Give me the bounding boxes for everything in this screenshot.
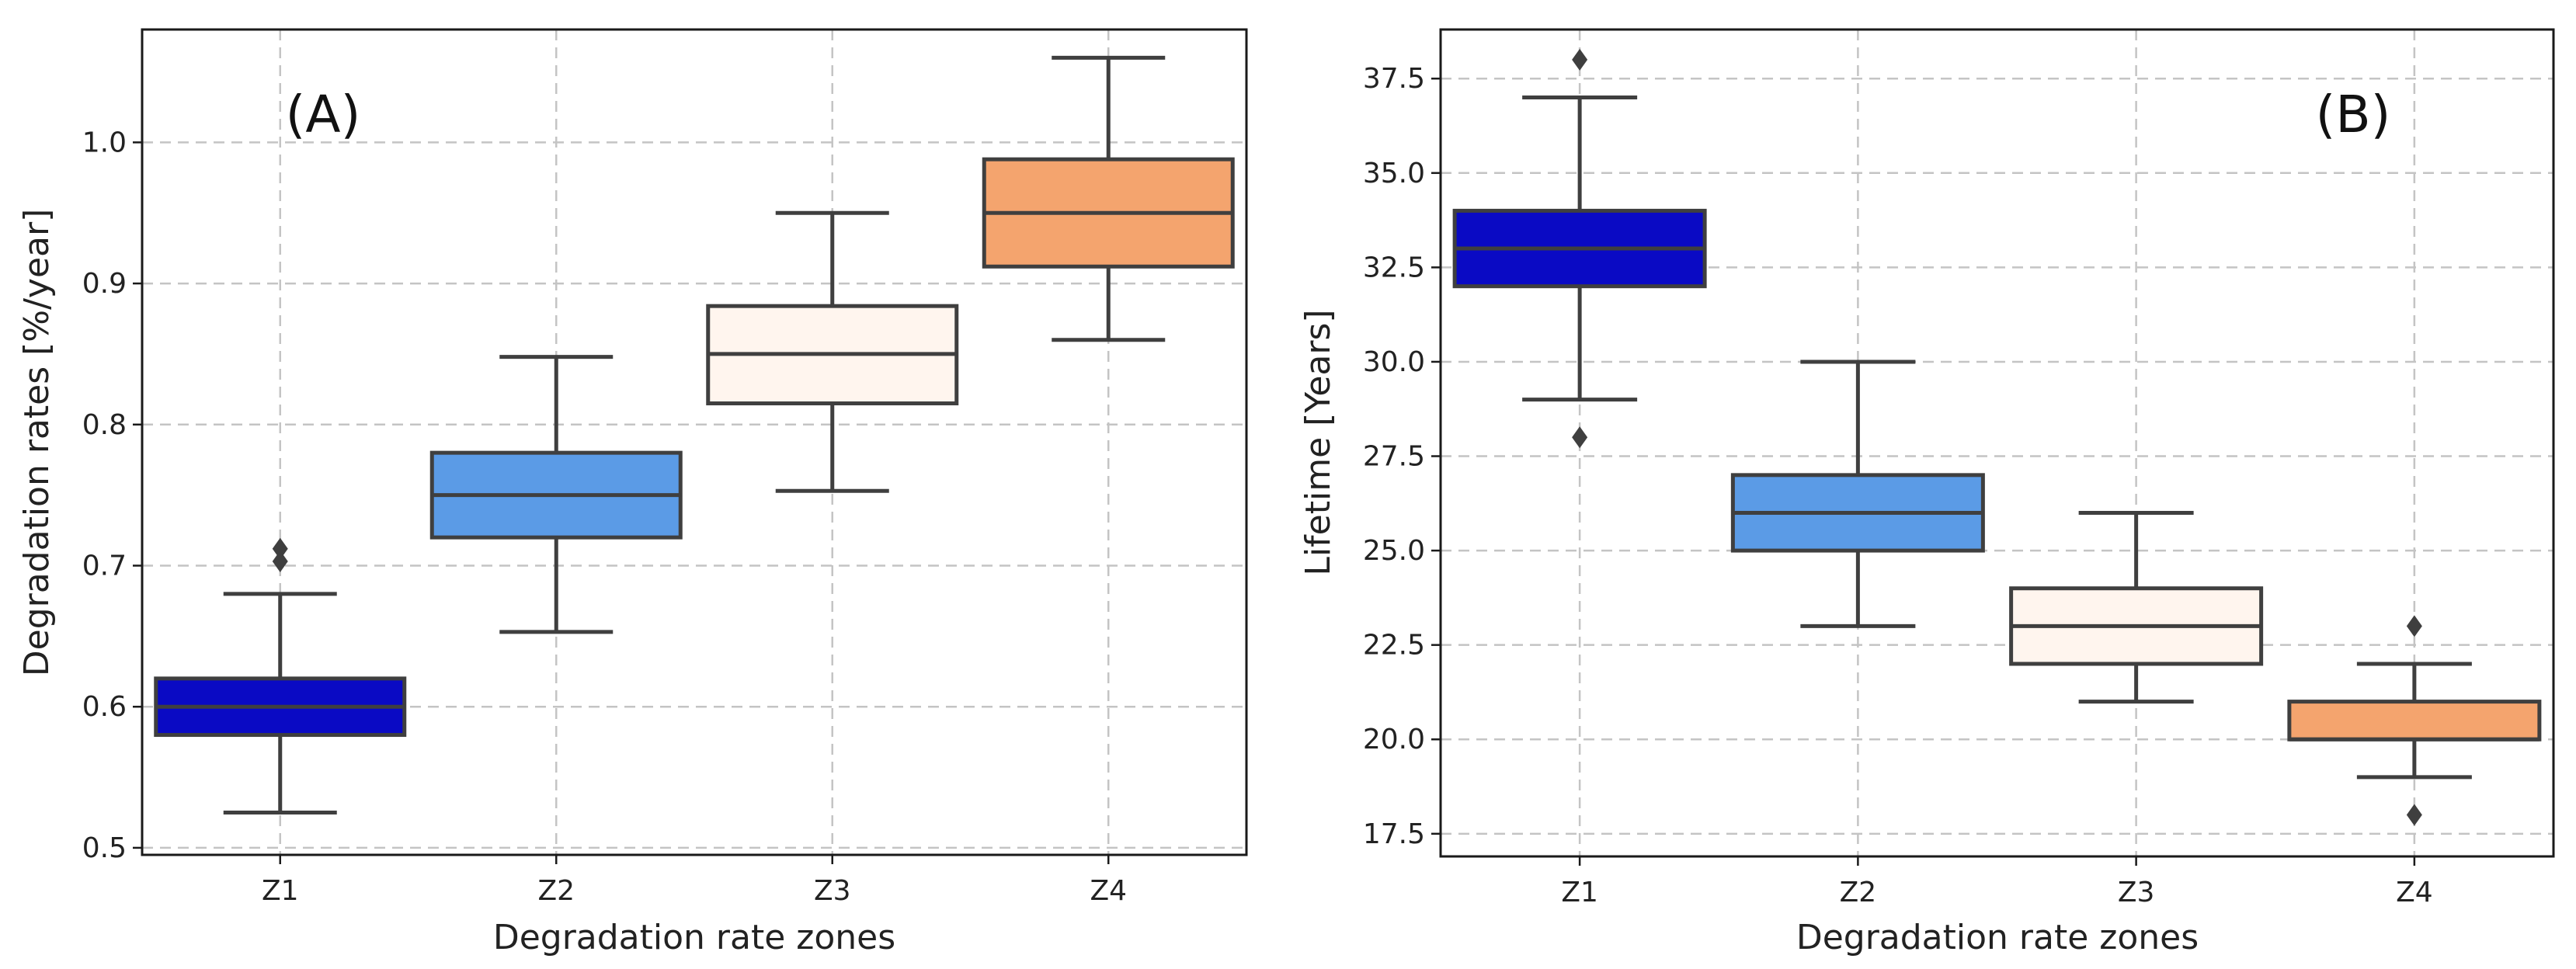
panel-b-ytick-label: 30.0: [1363, 346, 1425, 378]
panel-a-ytick-label: 1.0: [82, 127, 127, 158]
panel-a-xtick-label: Z1: [262, 875, 299, 907]
panel-b-box-z4: [2287, 615, 2542, 826]
outlier-point: [2406, 804, 2422, 826]
panel-a-ticks: 0.5 0.6 0.7 0.8 0.9 1.0 Z1 Z2 Z3 Z4: [82, 127, 1127, 907]
panel-a-xtick-label: Z2: [537, 875, 575, 907]
panel-b-boxes: [1452, 48, 2542, 826]
panel-b-xtick-label: Z4: [2396, 877, 2433, 908]
panel-a: 0.5 0.6 0.7 0.8 0.9 1.0 Z1 Z2 Z3 Z4 (A) Degradati…: [17, 28, 1248, 957]
panel-b-ytick-label: 37.5: [1363, 63, 1425, 95]
panel-a-xtick-label: Z4: [1090, 875, 1127, 907]
panel-b-frame: [1439, 28, 2555, 858]
iqr-box: [2287, 700, 2542, 742]
panel-b-ytick-label: 20.0: [1363, 724, 1425, 755]
panel-a-box-z2: [429, 355, 683, 634]
panel-a-ytick-label: 0.9: [82, 268, 127, 300]
panel-a-box-z4: [982, 55, 1235, 342]
panel-a-ytick-label: 0.6: [82, 691, 127, 723]
panel-a-ytick-label: 0.7: [82, 550, 127, 582]
panel-b-ticks: 17.5 20.0 22.5 25.0 27.5 30.0 32.5 35.0 37.5 Z1 Z2…: [1363, 63, 2433, 908]
panel-b-xtick-label: Z2: [1840, 877, 1877, 908]
panel-b-box-z1: [1452, 48, 1707, 449]
panel-a-ytick-label: 0.8: [82, 409, 127, 441]
outlier-point: [272, 537, 288, 560]
outlier-point: [272, 550, 288, 573]
panel-b-ytick-label: 22.5: [1363, 630, 1425, 662]
panel-b-ytick-label: 35.0: [1363, 158, 1425, 189]
panel-a-xlabel: Degradation rate zones: [493, 918, 895, 957]
panel-b-box-z2: [1730, 359, 1985, 628]
panel-a-xtick-label: Z3: [814, 875, 851, 907]
panel-b-xtick-label: Z3: [2118, 877, 2155, 908]
panel-a-boxes: [154, 55, 1235, 814]
panel-b-label: (B): [2316, 85, 2391, 144]
panel-b: 17.5 20.0 22.5 25.0 27.5 30.0 32.5 35.0 37.5 Z1 Z2…: [1298, 28, 2555, 957]
panel-a-ylabel: Degradation rates [%/year]: [17, 209, 57, 677]
panel-b-ylabel: Lifetime [Years]: [1298, 309, 1338, 575]
panel-a-box-z3: [706, 210, 959, 493]
outlier-point: [1572, 48, 1588, 71]
panel-a-ytick-label: 0.5: [82, 832, 127, 864]
panel-b-ytick-label: 17.5: [1363, 818, 1425, 850]
panel-b-box-z3: [2009, 510, 2264, 704]
panel-a-frame: [141, 28, 1248, 856]
panel-b-xtick-label: Z1: [1561, 877, 1598, 908]
outlier-point: [1572, 426, 1588, 449]
panel-a-label: (A): [286, 85, 361, 144]
outlier-point: [2406, 615, 2422, 637]
panel-b-xlabel: Degradation rate zones: [1796, 918, 2199, 957]
panel-a-box-z1: [154, 537, 407, 814]
panel-b-ytick-label: 25.0: [1363, 535, 1425, 567]
panel-b-ytick-label: 32.5: [1363, 252, 1425, 283]
panel-b-ytick-label: 27.5: [1363, 441, 1425, 473]
